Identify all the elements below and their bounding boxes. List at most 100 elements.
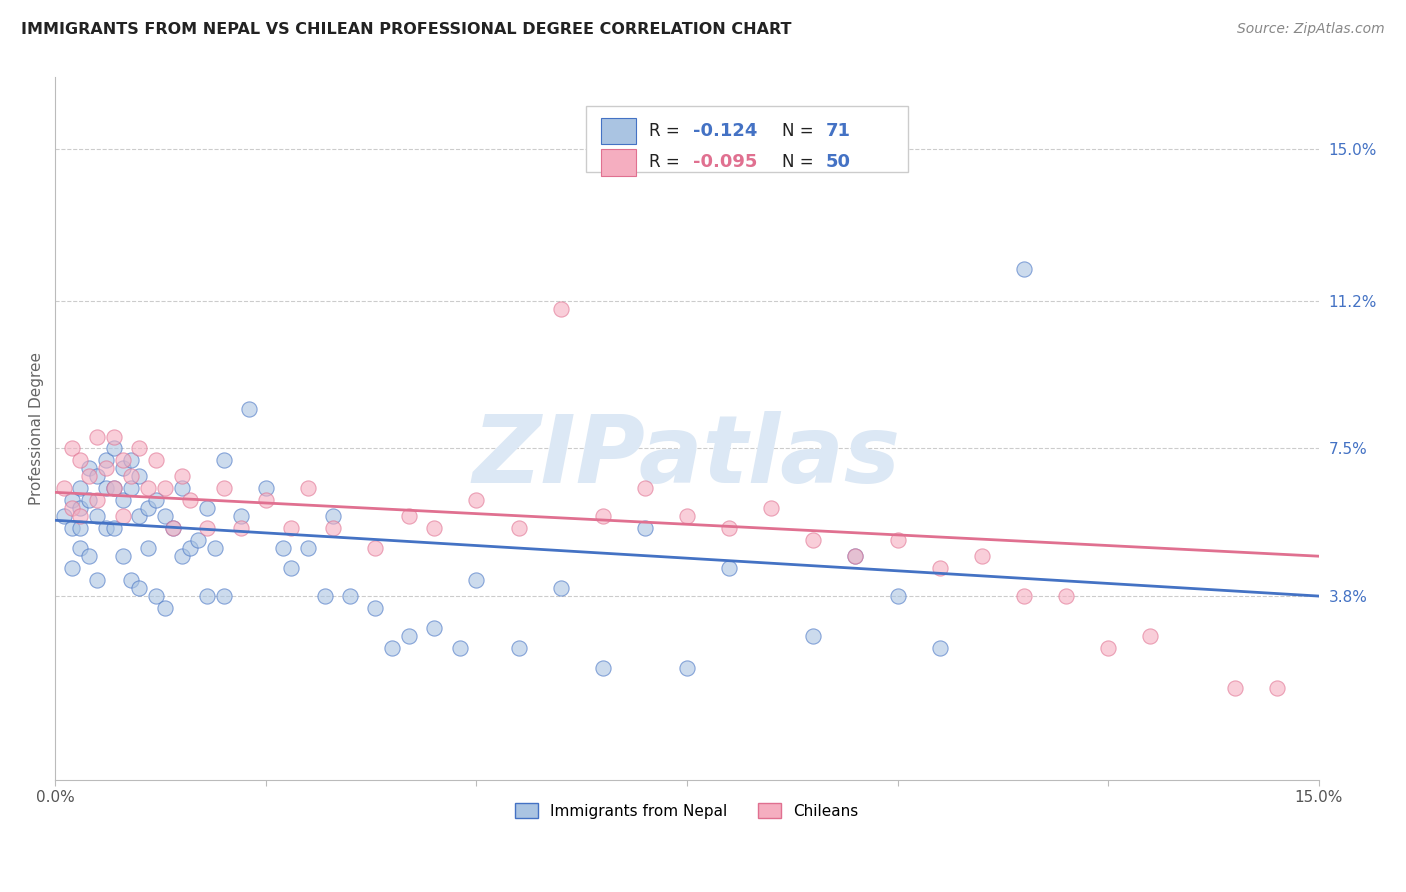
Point <box>204 541 226 556</box>
Point <box>465 573 488 587</box>
Point <box>170 549 193 564</box>
Point <box>718 521 741 535</box>
Text: R =: R = <box>650 153 685 171</box>
Point <box>60 442 83 456</box>
Point <box>103 442 125 456</box>
Point <box>322 521 344 535</box>
Point <box>761 501 783 516</box>
Point <box>120 469 142 483</box>
Text: 50: 50 <box>825 153 851 171</box>
Point <box>94 453 117 467</box>
Point <box>111 453 134 467</box>
Point <box>1223 681 1246 695</box>
Point <box>60 561 83 575</box>
Point <box>111 549 134 564</box>
Text: N =: N = <box>782 153 818 171</box>
Point <box>254 481 277 495</box>
Legend: Immigrants from Nepal, Chileans: Immigrants from Nepal, Chileans <box>509 797 865 824</box>
Point <box>86 509 108 524</box>
Point <box>423 621 446 635</box>
Point <box>77 461 100 475</box>
Point <box>103 521 125 535</box>
Point <box>103 429 125 443</box>
Point <box>162 521 184 535</box>
Point <box>297 481 319 495</box>
Point <box>69 509 91 524</box>
Point <box>550 301 572 316</box>
Point <box>145 493 167 508</box>
Point <box>111 509 134 524</box>
Point <box>128 581 150 595</box>
Point <box>145 589 167 603</box>
Point <box>550 581 572 595</box>
Point <box>162 521 184 535</box>
Text: -0.095: -0.095 <box>693 153 758 171</box>
Y-axis label: Professional Degree: Professional Degree <box>30 352 44 505</box>
Point <box>86 469 108 483</box>
Point <box>1097 640 1119 655</box>
Point <box>449 640 471 655</box>
Point <box>634 521 657 535</box>
Point <box>60 521 83 535</box>
Bar <box>602 149 637 176</box>
Point <box>381 640 404 655</box>
Point <box>314 589 336 603</box>
Point <box>280 521 302 535</box>
Point <box>128 469 150 483</box>
Point <box>229 521 252 535</box>
Point <box>928 640 950 655</box>
Point <box>229 509 252 524</box>
Text: Source: ZipAtlas.com: Source: ZipAtlas.com <box>1237 22 1385 37</box>
Point <box>153 601 176 615</box>
Point <box>170 469 193 483</box>
FancyBboxPatch shape <box>586 105 908 172</box>
Point <box>111 461 134 475</box>
Point <box>1054 589 1077 603</box>
Point <box>69 541 91 556</box>
Point <box>1012 589 1035 603</box>
Point <box>179 493 201 508</box>
Text: N =: N = <box>782 122 818 140</box>
Point <box>592 509 614 524</box>
Point <box>145 453 167 467</box>
Point <box>398 509 420 524</box>
Point <box>254 493 277 508</box>
Point <box>187 533 209 548</box>
Point <box>592 661 614 675</box>
Point <box>136 501 159 516</box>
Point <box>69 481 91 495</box>
Point <box>886 533 908 548</box>
Point <box>718 561 741 575</box>
Point <box>103 481 125 495</box>
Point <box>676 509 699 524</box>
Point <box>339 589 361 603</box>
Point <box>970 549 993 564</box>
Point <box>120 453 142 467</box>
Point <box>86 573 108 587</box>
Point <box>676 661 699 675</box>
Point <box>844 549 866 564</box>
Point <box>364 601 387 615</box>
Point <box>60 493 83 508</box>
Point <box>844 549 866 564</box>
Point <box>928 561 950 575</box>
Point <box>1139 629 1161 643</box>
Point <box>195 501 218 516</box>
Point <box>803 533 825 548</box>
Point <box>128 509 150 524</box>
Point <box>886 589 908 603</box>
Text: R =: R = <box>650 122 685 140</box>
Point <box>128 442 150 456</box>
Text: ZIPatlas: ZIPatlas <box>472 410 901 502</box>
Point <box>69 453 91 467</box>
Point <box>423 521 446 535</box>
Point <box>103 481 125 495</box>
Point <box>508 521 530 535</box>
Text: 71: 71 <box>825 122 851 140</box>
Point <box>136 481 159 495</box>
Point <box>465 493 488 508</box>
Point <box>77 469 100 483</box>
Point <box>60 501 83 516</box>
Point <box>153 481 176 495</box>
Point <box>212 453 235 467</box>
